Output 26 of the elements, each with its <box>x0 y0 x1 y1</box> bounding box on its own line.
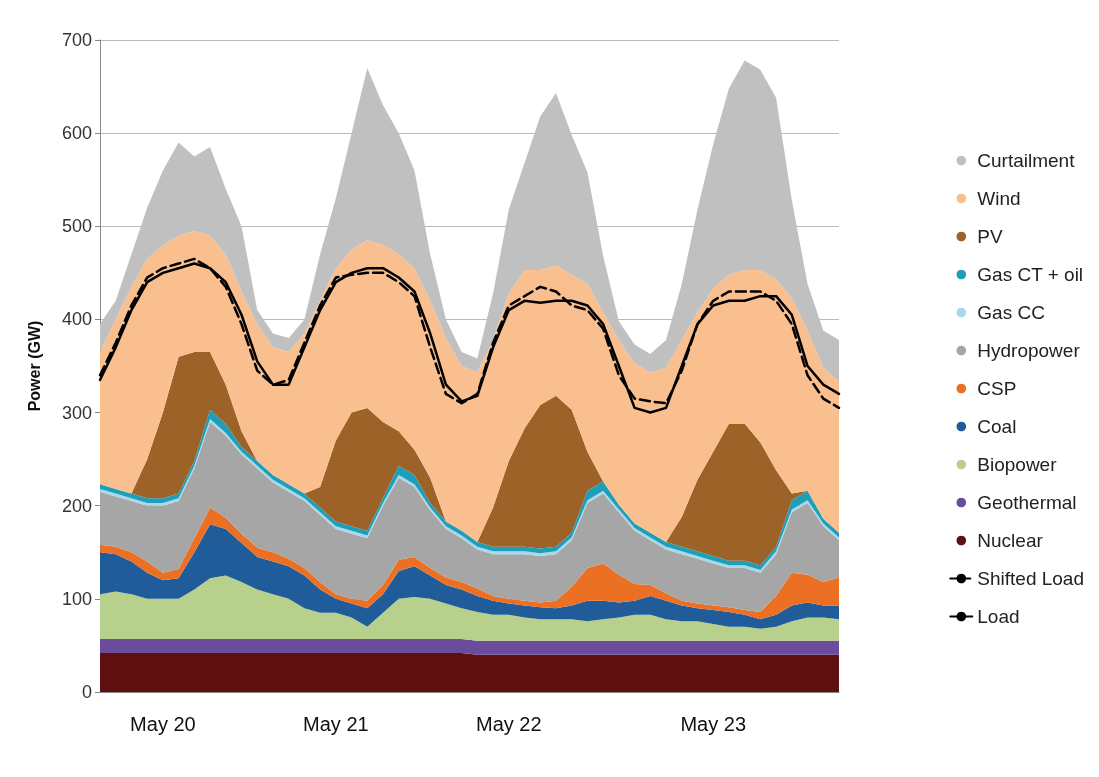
x-tick-label: May 20 <box>130 713 196 735</box>
legend-label: Nuclear <box>977 530 1044 551</box>
y-tick-label: 700 <box>61 30 92 50</box>
y-tick-label: 600 <box>61 123 92 144</box>
x-tick-label: May 22 <box>476 713 542 735</box>
legend-label: Hydropower <box>977 340 1081 361</box>
legend-label: Gas CC <box>977 302 1045 323</box>
x-tick-label: May 21 <box>303 713 369 735</box>
legend-label: Shifted Load <box>977 568 1084 589</box>
y-tick-label: 0 <box>81 682 92 702</box>
legend-label: Geothermal <box>977 492 1077 513</box>
y-tick-label: 100 <box>61 588 92 609</box>
legend-label: Coal <box>977 416 1017 437</box>
x-tick-label: May 23 <box>680 713 747 735</box>
y-tick-label: 300 <box>61 402 92 423</box>
y-tick-label: 400 <box>61 309 92 330</box>
legend-label: CSP <box>977 378 1017 399</box>
legend-label: Biopower <box>977 454 1058 475</box>
y-tick-label: 500 <box>61 216 92 237</box>
legend-label: Load <box>977 606 1020 627</box>
y-axis-title: Power (GW) <box>25 320 43 412</box>
legend-label: Gas CT + oil <box>977 264 1084 285</box>
legend-label: PV <box>977 226 1003 247</box>
legend-label: Wind <box>977 188 1021 209</box>
legend-label: Curtailment <box>977 150 1076 171</box>
y-tick-label: 200 <box>61 495 92 516</box>
